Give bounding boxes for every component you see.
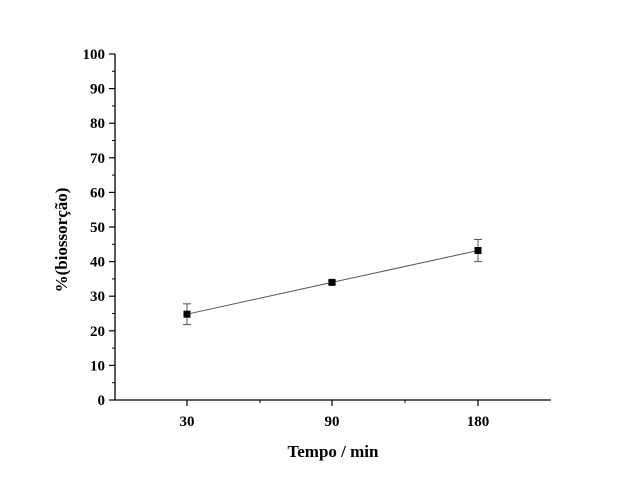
y-tick-label: 60 xyxy=(90,185,105,201)
y-tick-label: 90 xyxy=(90,82,105,98)
y-tick-label: 40 xyxy=(90,255,105,271)
y-tick-label: 50 xyxy=(90,220,105,236)
data-point xyxy=(474,247,482,255)
y-axis-ticks: 0 10 20 30 40 50 60 70 80 90 100 xyxy=(83,47,115,409)
data-point xyxy=(328,278,336,286)
x-tick-label: 30 xyxy=(180,414,195,430)
y-tick-label: 30 xyxy=(90,289,105,305)
y-tick-label: 80 xyxy=(90,116,105,132)
x-tick-label: 90 xyxy=(325,414,340,430)
y-tick-label: 20 xyxy=(90,324,105,340)
y-tick-label: 100 xyxy=(83,47,106,63)
x-axis-ticks: 30 90 180 xyxy=(180,400,490,430)
y-axis-title: %(biossorção) xyxy=(52,188,71,293)
x-axis-title: Tempo / min xyxy=(287,442,379,461)
y-tick-label: 10 xyxy=(90,358,105,374)
series-layer xyxy=(183,238,482,326)
axes xyxy=(114,54,551,401)
y-tick-label: 0 xyxy=(98,393,106,409)
data-point xyxy=(183,310,191,318)
x-tick-label: 180 xyxy=(467,414,490,430)
y-tick-label: 70 xyxy=(90,151,105,167)
